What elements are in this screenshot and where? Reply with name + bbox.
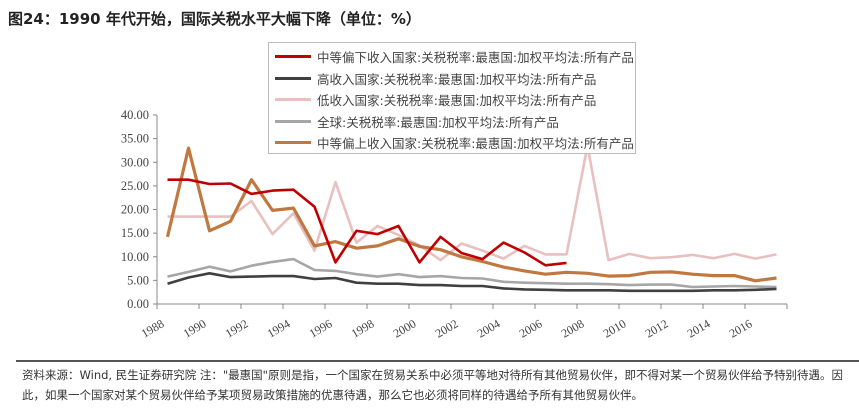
legend-label: 高收入国家:关税税率:最惠国:加权平均法:所有产品 (317, 71, 597, 87)
x-tick-label: 1992 (223, 316, 251, 340)
divider (16, 360, 859, 362)
legend-item: 全球:关税税率:最惠国:加权平均法:所有产品 (275, 111, 635, 133)
legend-item: 低收入国家:关税税率:最惠国:加权平均法:所有产品 (275, 89, 635, 111)
x-tick-label: 2016 (727, 316, 755, 340)
x-tick-label: 1996 (307, 316, 335, 340)
legend-item: 高收入国家:关税税率:最惠国:加权平均法:所有产品 (275, 68, 635, 90)
y-tick-label: 5.00 (127, 273, 149, 287)
x-tick-label: 1990 (181, 316, 209, 340)
y-tick-label: 20.00 (121, 203, 149, 217)
series-line (165, 146, 777, 283)
x-tick-label: 2004 (475, 316, 503, 340)
legend-label: 低收入国家:关税税率:最惠国:加权平均法:所有产品 (317, 93, 597, 109)
y-tick-label: 15.00 (121, 226, 149, 240)
legend-label: 中等偏下收入国家:关税税率:最惠国:加权平均法:所有产品 (317, 50, 634, 66)
legend-swatch (275, 119, 311, 123)
legend-label: 全球:关税税率:最惠国:加权平均法:所有产品 (317, 114, 559, 130)
chart-title: 图24：1990 年代开始，国际关税水平大幅下降（单位：%） (8, 10, 421, 28)
x-tick-label: 1994 (265, 316, 293, 340)
series-line (167, 178, 567, 267)
line-chart: 0.00 5.00 10.00 15.00 20.00 25.00 30.00 35.00 40… (121, 108, 788, 341)
x-tick-label: 2008 (559, 316, 587, 340)
y-tick-label: 0.00 (127, 297, 149, 311)
x-tick-label: 2012 (643, 316, 671, 340)
x-tick-label: 1998 (349, 316, 377, 340)
legend-swatch (275, 76, 311, 80)
x-tick-label: 2002 (433, 316, 461, 340)
y-tick-label: 40.00 (121, 108, 149, 122)
legend-label: 中等偏上收入国家:关税税率:最惠国:加权平均法:所有产品 (317, 136, 634, 152)
y-tick-label: 30.00 (121, 155, 149, 169)
y-tick-label: 10.00 (121, 250, 149, 264)
x-tick-label: 2000 (391, 316, 419, 340)
x-tick-label: 2010 (601, 316, 629, 340)
x-tick-label: 2014 (685, 316, 713, 340)
series-line (167, 144, 777, 262)
y-tick-label: 35.00 (121, 132, 149, 146)
source-note: 资料来源：Wind, 民生证券研究院 注："最惠国"原则是指，一个国家在贸易关系… (22, 368, 843, 402)
legend-item: 中等偏下收入国家:关税税率:最惠国:加权平均法:所有产品 (275, 46, 635, 68)
x-tick-label: 2006 (517, 316, 545, 340)
series-line (167, 272, 777, 293)
y-tick-label: 25.00 (121, 179, 149, 193)
legend-swatch (275, 141, 311, 145)
legend-swatch (275, 98, 311, 102)
legend: 中等偏下收入国家:关税税率:最惠国:加权平均法:所有产品 高收入国家:关税税率:最… (268, 42, 636, 154)
x-tick-label: 1988 (139, 316, 167, 340)
series-line (167, 257, 777, 289)
legend-item: 中等偏上收入国家:关税税率:最惠国:加权平均法:所有产品 (275, 132, 635, 154)
legend-swatch (275, 55, 311, 59)
